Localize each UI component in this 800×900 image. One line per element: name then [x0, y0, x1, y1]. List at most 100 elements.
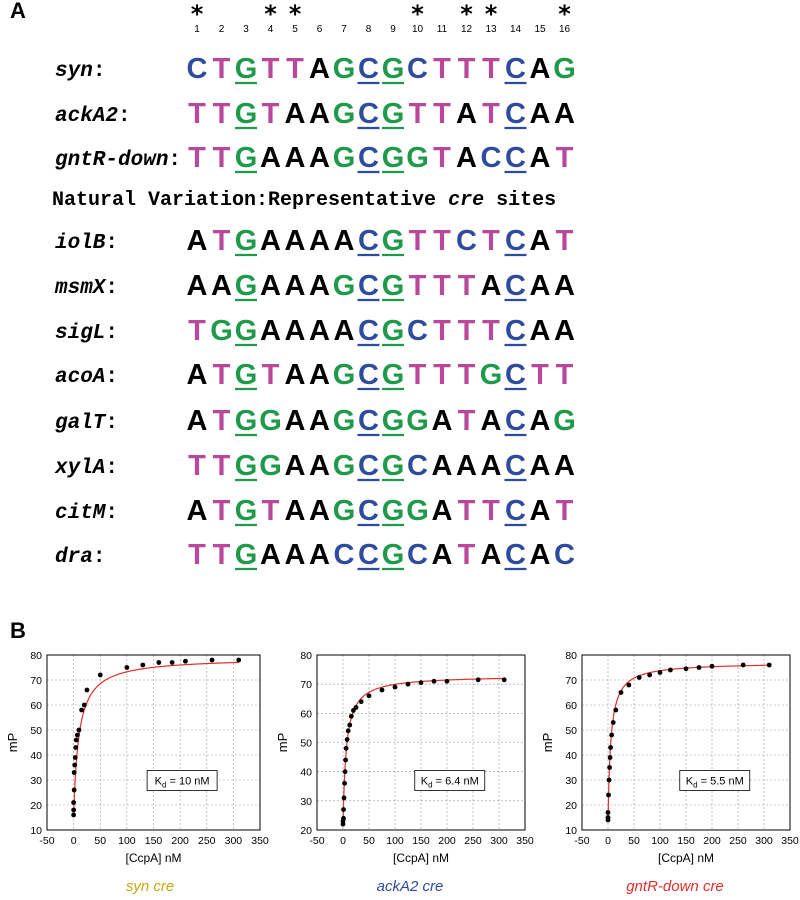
position-number: 6 — [317, 24, 323, 35]
binding-curve-gntr-down: -50 0 50 100 150 200 250 300 350 10 20 30 40 50 60 70 80… — [535, 640, 800, 890]
base-T: T — [213, 405, 231, 437]
base-T: T — [482, 98, 500, 130]
position-number: 15 — [534, 24, 546, 35]
base-A: A — [309, 225, 330, 257]
base-G: G — [235, 539, 258, 571]
base-A: A — [285, 495, 306, 527]
base-C: C — [358, 225, 379, 257]
base-A: A — [432, 495, 453, 527]
base-C: C — [407, 539, 428, 571]
position-number: 8 — [366, 24, 372, 35]
base-T: T — [458, 315, 476, 347]
base-A: A — [334, 315, 355, 347]
base-T: T — [188, 539, 206, 571]
x-tick-label: 350 — [516, 835, 534, 847]
base-C: C — [505, 270, 526, 302]
base-T: T — [213, 539, 231, 571]
base-A: A — [554, 450, 575, 482]
data-point — [668, 667, 673, 673]
data-point — [683, 666, 689, 672]
x-tick-label: 350 — [251, 835, 269, 847]
base-T: T — [482, 495, 500, 527]
base-A: A — [481, 539, 502, 571]
base-T: T — [409, 270, 427, 302]
y-axis-label: mP — [540, 733, 555, 753]
base-T: T — [262, 359, 280, 391]
conserved-star-16: * — [558, 0, 571, 28]
data-point — [97, 672, 103, 678]
caption-gntr-down-cre: gntR-down cre — [626, 878, 724, 895]
base-C: C — [187, 53, 208, 85]
base-T: T — [482, 315, 500, 347]
data-point — [76, 727, 82, 733]
y-tick-label: 50 — [565, 725, 577, 737]
base-G: G — [382, 405, 405, 437]
y-tick-label: 60 — [300, 708, 312, 720]
base-A: A — [530, 98, 551, 130]
data-point — [71, 807, 77, 813]
x-tick-label: 250 — [729, 835, 747, 847]
data-point — [73, 737, 79, 743]
base-T: T — [262, 495, 280, 527]
base-G: G — [333, 53, 356, 85]
data-point — [345, 728, 351, 734]
base-T: T — [262, 53, 280, 85]
base-A: A — [432, 539, 453, 571]
x-tick-label: 0 — [340, 835, 346, 847]
base-G: G — [235, 225, 258, 257]
base-C: C — [554, 539, 575, 571]
base-C: C — [505, 359, 526, 391]
x-tick-label: 250 — [198, 835, 216, 847]
base-A: A — [285, 405, 306, 437]
x-tick-label: -50 — [574, 835, 589, 847]
data-point — [344, 737, 350, 742]
position-number: 14 — [510, 24, 522, 35]
base-T: T — [188, 142, 206, 174]
base-C: C — [358, 98, 379, 130]
base-A: A — [260, 142, 281, 174]
base-C: C — [456, 225, 477, 257]
x-axis-label: [CcpA] nM — [658, 851, 714, 865]
base-C: C — [505, 142, 526, 174]
base-G: G — [235, 270, 258, 302]
base-G: G — [333, 142, 356, 174]
base-G: G — [333, 495, 356, 527]
base-T: T — [556, 359, 574, 391]
y-tick-label: 20 — [30, 800, 42, 812]
base-A: A — [530, 225, 551, 257]
base-G: G — [259, 405, 282, 437]
y-tick-label: 70 — [300, 679, 312, 691]
base-A: A — [481, 270, 502, 302]
caption-acka2-cre: ackA2 cre — [376, 878, 444, 895]
site-name-syn: syn: — [55, 60, 105, 83]
position-number: 4 — [268, 24, 274, 35]
kd-label: Kd = 10 nM — [155, 776, 210, 790]
data-point — [607, 765, 612, 770]
base-T: T — [409, 98, 427, 130]
data-point — [79, 707, 85, 713]
data-point — [740, 662, 746, 668]
kd-box — [146, 770, 218, 791]
base-A: A — [285, 225, 306, 257]
base-G: G — [382, 53, 405, 85]
base-A: A — [530, 142, 551, 174]
data-point — [341, 807, 346, 812]
base-A: A — [334, 225, 355, 257]
y-axis-label: mP — [5, 733, 20, 753]
natural-variation-heading: Natural Variation:Representative cre sit… — [52, 189, 556, 212]
x-tick-label: 350 — [781, 835, 799, 847]
y-tick-label: 70 — [30, 675, 42, 687]
position-number: 12 — [461, 24, 473, 35]
position-number: 11 — [437, 24, 448, 35]
base-C: C — [358, 315, 379, 347]
base-G: G — [333, 270, 356, 302]
position-number: 16 — [559, 24, 571, 35]
base-C: C — [505, 450, 526, 482]
data-point — [609, 732, 615, 738]
caption-syn-cre: syn cre — [125, 878, 175, 895]
base-T: T — [262, 98, 280, 130]
x-axis-label: [CcpA] nM — [125, 851, 181, 865]
base-C: C — [481, 142, 502, 174]
base-T: T — [433, 53, 451, 85]
data-point — [475, 677, 481, 683]
